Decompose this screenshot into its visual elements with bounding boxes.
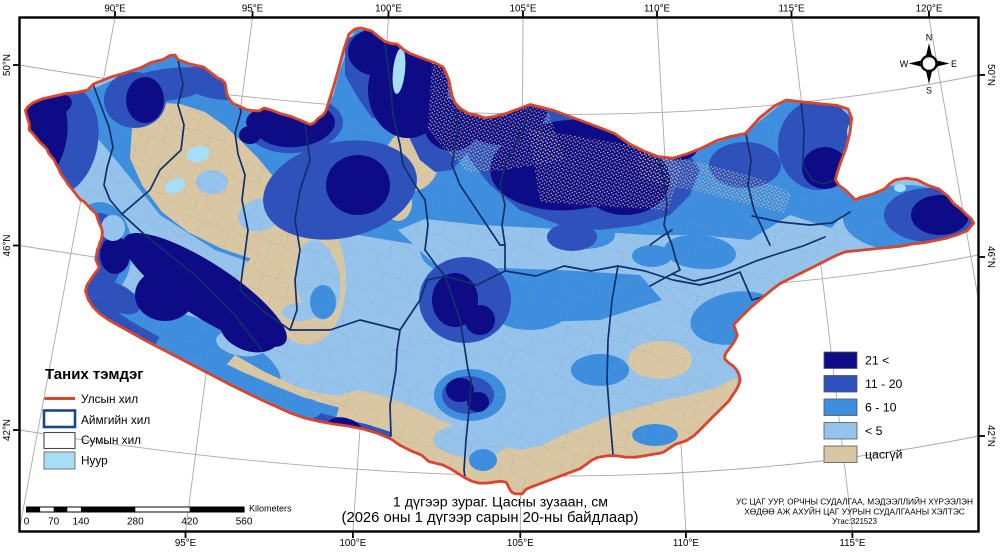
- svg-text:50°N: 50°N: [985, 64, 996, 86]
- svg-text:280: 280: [127, 517, 144, 528]
- svg-text:Kilometers: Kilometers: [249, 504, 292, 514]
- svg-text:105°E: 105°E: [510, 4, 537, 15]
- svg-text:21 <: 21 <: [865, 354, 889, 368]
- svg-text:E: E: [951, 59, 957, 69]
- svg-text:560: 560: [236, 517, 253, 528]
- svg-text:95°E: 95°E: [175, 538, 197, 549]
- svg-text:46°N: 46°N: [985, 246, 996, 268]
- svg-text:70: 70: [48, 517, 60, 528]
- svg-text:1 дүгээр зураг. Цасны зузаан,: 1 дүгээр зураг. Цасны зузаан, см: [393, 495, 608, 511]
- svg-text:Улсын хил: Улсын хил: [81, 392, 138, 406]
- svg-text:Аймгийн хил: Аймгийн хил: [81, 413, 150, 427]
- svg-text:140: 140: [73, 517, 90, 528]
- svg-text:W: W: [900, 59, 909, 69]
- svg-text:Таних тэмдэг: Таних тэмдэг: [45, 366, 144, 383]
- svg-text:N: N: [926, 33, 933, 43]
- svg-text:95°E: 95°E: [242, 4, 264, 15]
- svg-text:УС ЦАГ УУР, ОРЧНЫ СУДАЛГАА, МЭ: УС ЦАГ УУР, ОРЧНЫ СУДАЛГАА, МЭДЭЭЛЛИЙН Х…: [736, 495, 973, 506]
- svg-text:115°E: 115°E: [778, 4, 805, 15]
- svg-text:105°E: 105°E: [507, 538, 534, 549]
- svg-text:42°N: 42°N: [2, 419, 13, 441]
- svg-text:11 - 20: 11 - 20: [865, 377, 903, 391]
- svg-text:90°E: 90°E: [104, 4, 126, 15]
- svg-text:Утас:321523: Утас:321523: [832, 517, 877, 526]
- svg-text:6 - 10: 6 - 10: [865, 401, 897, 415]
- svg-text:100°E: 100°E: [339, 538, 366, 549]
- svg-text:S: S: [926, 86, 932, 96]
- svg-text:110°E: 110°E: [673, 538, 700, 549]
- svg-text:420: 420: [181, 517, 198, 528]
- svg-text:цасгүй: цасгүй: [865, 448, 903, 462]
- svg-text:< 5: < 5: [865, 424, 883, 438]
- svg-text:0: 0: [24, 517, 30, 528]
- svg-text:(2026 оны 1 дүгээр сарын 20-ны: (2026 оны 1 дүгээр сарын 20-ны байдлаар): [342, 510, 639, 526]
- svg-text:Нуур: Нуур: [81, 454, 108, 468]
- svg-text:42°N: 42°N: [985, 425, 996, 447]
- svg-text:100°E: 100°E: [375, 4, 402, 15]
- svg-text:120°E: 120°E: [916, 4, 943, 15]
- svg-text:ХӨДӨӨ АЖ АХУЙН ЦАГ УУРЫН СУДАЛ: ХӨДӨӨ АЖ АХУЙН ЦАГ УУРЫН СУДАЛГААНЫ ХЭЛТ…: [744, 506, 965, 517]
- svg-text:46°N: 46°N: [2, 235, 13, 257]
- svg-text:115°E: 115°E: [839, 538, 866, 549]
- svg-text:110°E: 110°E: [644, 4, 671, 15]
- svg-text:Сумын хил: Сумын хил: [81, 433, 141, 447]
- svg-text:50°N: 50°N: [2, 54, 13, 76]
